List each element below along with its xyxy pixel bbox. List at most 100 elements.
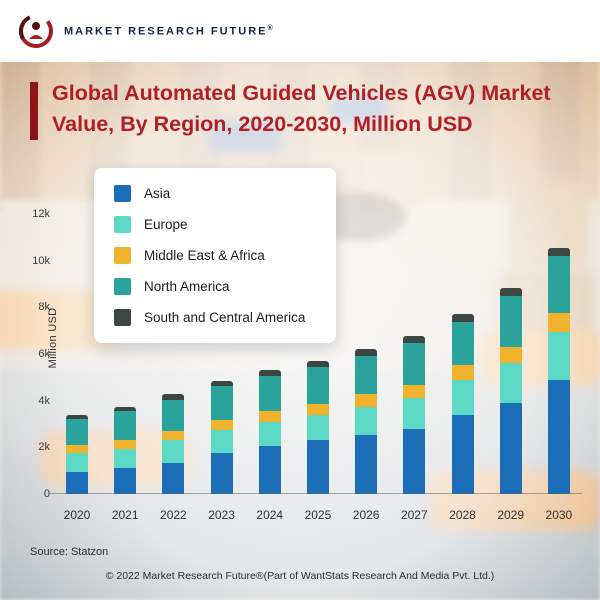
x-axis-tick-label: 2024	[256, 508, 284, 522]
legend-item: Asia	[114, 185, 316, 202]
legend-swatch	[114, 185, 131, 202]
x-axis-tick-label: 2029	[497, 508, 525, 522]
bar-segment-asia	[258, 446, 281, 494]
legend-label: South and Central America	[144, 310, 306, 325]
bar-segment-asia	[162, 462, 185, 494]
bar-segment-north-america	[162, 399, 185, 432]
bar-segment-north-america	[258, 376, 281, 412]
bar-segment-south-and-central-america	[451, 314, 474, 322]
y-axis-tick-label: 4k	[38, 394, 50, 407]
bar-segment-asia	[114, 468, 137, 494]
title-accent-bar	[30, 82, 38, 140]
bar-segment-asia	[66, 471, 88, 494]
source-note: Source: Statzon	[30, 546, 109, 558]
bar-segment-north-america	[499, 295, 522, 348]
bar-segment-europe	[499, 363, 522, 403]
bar-segment-south-and-central-america	[162, 394, 185, 400]
legend-label: North America	[144, 279, 230, 294]
legend-item: Middle East & Africa	[114, 247, 316, 264]
bar-segment-europe	[66, 453, 88, 472]
legend-label: Middle East & Africa	[144, 248, 265, 263]
x-axis-tick-label: 2027	[400, 508, 428, 522]
bar-segment-middle-east-africa	[210, 420, 233, 430]
bar-segment-south-and-central-america	[114, 406, 137, 412]
bar-2020: 2020	[64, 214, 90, 522]
bar-segment-north-america	[114, 411, 137, 441]
title-line-1: Global Automated Guided Vehicles (AGV) M…	[52, 81, 551, 105]
bar-segment-europe	[355, 406, 378, 435]
bar-segment-north-america	[403, 343, 426, 386]
legend: Asia Europe Middle East & Africa North Amer…	[94, 168, 336, 343]
legend-swatch	[114, 216, 131, 233]
bar-segment-europe	[403, 398, 426, 429]
legend-label: Europe	[144, 217, 188, 232]
legend-item: Europe	[114, 216, 316, 233]
legend-swatch	[114, 309, 131, 326]
x-axis-tick-label: 2030	[545, 508, 573, 522]
y-axis-tick-label: 6k	[38, 348, 50, 360]
bar-segment-north-america	[547, 256, 570, 314]
bar-2024: 2024	[256, 214, 283, 522]
bar-segment-europe	[451, 379, 474, 415]
bar-2028: 2028	[449, 214, 476, 522]
bar-segment-south-and-central-america	[258, 370, 281, 377]
bar-segment-asia	[210, 453, 233, 494]
legend-swatch	[114, 247, 131, 264]
x-axis-tick-label: 2020	[63, 508, 91, 522]
bar-segment-south-and-central-america	[355, 349, 378, 356]
y-axis-tick-label: 8k	[38, 301, 50, 314]
page-title: Global Automated Guided Vehicles (AGV) M…	[52, 78, 551, 140]
bar-segment-north-america	[210, 386, 233, 421]
copyright-footer: © 2022 Market Research Future®(Part of W…	[105, 570, 495, 582]
x-axis-tick-label: 2021	[111, 508, 139, 522]
bar-segment-asia	[547, 379, 570, 494]
bar-2026: 2026	[353, 214, 379, 522]
bar-2029: 2029	[497, 214, 524, 522]
bar-segment-europe	[306, 414, 329, 441]
bar-segment-south-and-central-america	[403, 336, 426, 344]
legend-label: Asia	[144, 186, 171, 201]
bar-segment-middle-east-africa	[403, 385, 426, 399]
bar-segment-asia	[355, 434, 378, 494]
bar-segment-south-and-central-america	[210, 380, 233, 387]
bar-segment-asia	[451, 414, 474, 494]
bar-2025: 2025	[305, 214, 331, 522]
bar-segment-north-america	[306, 367, 329, 404]
x-axis-tick-label: 2028	[449, 508, 476, 522]
y-axis-tick-label: 2k	[38, 441, 50, 454]
bar-segment-south-and-central-america	[306, 361, 329, 368]
bar-segment-south-and-central-america	[547, 247, 570, 257]
bar-segment-middle-east-africa	[355, 394, 378, 407]
brand-name: MARKET RESEARCH FUTURE®	[64, 24, 275, 38]
bar-segment-middle-east-africa	[66, 445, 88, 454]
x-axis-tick-label: 2022	[160, 508, 187, 522]
bar-segment-asia	[499, 403, 522, 494]
bar-2021: 2021	[112, 214, 139, 522]
bar-segment-middle-east-africa	[499, 347, 522, 364]
bar-segment-middle-east-africa	[547, 313, 570, 332]
legend-item: South and Central America	[114, 309, 316, 326]
header-bar: MARKET RESEARCH FUTURE®	[0, 0, 600, 62]
legend-swatch	[114, 278, 131, 295]
y-axis-tick-label: 10k	[32, 254, 50, 267]
bar-2022: 2022	[160, 214, 187, 522]
bar-segment-middle-east-africa	[258, 411, 281, 422]
bar-segment-europe	[210, 429, 233, 454]
bar-2027: 2027	[401, 214, 428, 522]
bar-segment-middle-east-africa	[162, 431, 185, 441]
registered-mark: ®	[267, 24, 275, 32]
bar-segment-europe	[114, 448, 137, 469]
bar-segment-south-and-central-america	[499, 288, 522, 296]
y-axis-tick-label: 0	[43, 488, 50, 500]
y-axis-tick-label: 12k	[32, 208, 50, 220]
bar-segment-asia	[403, 428, 426, 494]
bar-segment-europe	[258, 421, 281, 447]
legend-item: North America	[114, 278, 316, 295]
bar-segment-europe	[162, 440, 185, 463]
bar-segment-north-america	[451, 321, 474, 365]
bar-2030: 2030	[546, 214, 572, 522]
bar-segment-north-america	[66, 419, 88, 446]
bar-segment-asia	[306, 440, 329, 494]
title-line-2: Value, By Region, 2020-2030, Million USD	[52, 112, 473, 137]
